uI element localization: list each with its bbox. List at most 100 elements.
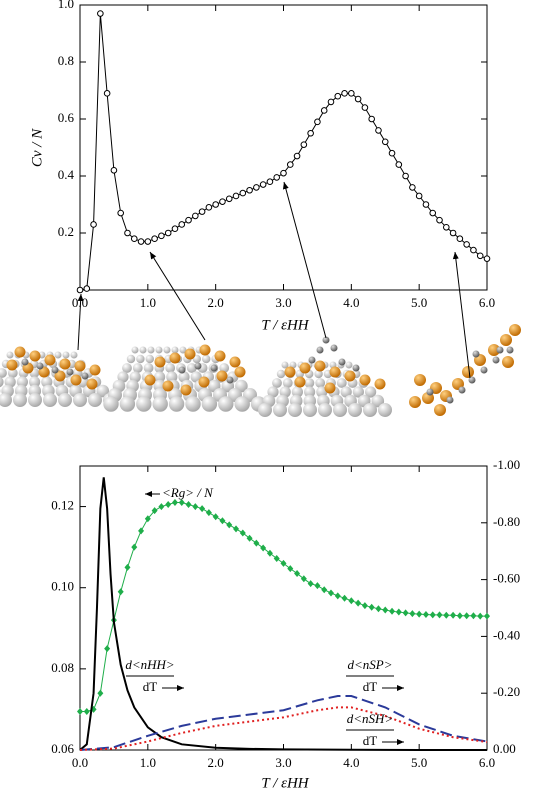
sphere [139,346,147,354]
x-tick-label: 4.0 [343,755,359,770]
sphere [299,362,311,374]
data-point [422,610,429,618]
legend-label: d<nSH> [347,711,393,726]
data-point [422,201,430,208]
data-point [307,129,314,137]
data-point [225,195,233,203]
data-point [436,216,443,224]
sphere [66,368,74,376]
sphere [333,403,347,417]
data-point [321,586,328,594]
x-tick-label: 5.0 [411,755,427,770]
data-point [131,543,138,551]
sphere [330,344,338,352]
sphere [344,370,356,382]
sphere [276,369,286,379]
sphere [62,351,70,359]
sphere [365,386,377,398]
data-point [348,90,355,97]
data-point [354,95,362,103]
data-point [361,104,369,111]
data-point [90,221,97,228]
plot-frame [79,4,488,291]
data-point [375,605,382,613]
data-point [287,565,294,573]
sphere [147,346,155,354]
sphere [488,344,500,356]
data-point [395,161,403,168]
sphere [58,393,72,407]
data-point [436,611,443,619]
sphere [288,403,302,417]
sphere [168,396,185,412]
x-tick-label: 6.0 [479,295,495,310]
data-point [266,549,273,557]
legend-label: d<nHH> [125,657,174,672]
data-point [246,186,253,194]
sphere [329,366,341,378]
sphere [234,366,246,378]
data-point [402,172,409,180]
data-point [171,499,178,507]
sphere [6,351,14,359]
sphere [0,376,4,388]
sphere [28,376,41,388]
sphere [294,376,306,388]
legend-label: dT [143,679,158,694]
sphere [165,363,176,373]
sphere [136,354,145,364]
sphere [131,346,139,354]
sphere [304,378,315,388]
sphere [54,370,66,382]
data-point [77,707,83,715]
sphere [70,351,78,359]
y-tick-label: 0.4 [58,167,75,182]
data-point [470,246,477,254]
sphere [88,393,102,407]
sphere [36,362,44,370]
y2-tick-label: -1.00 [493,457,520,472]
data-point [450,611,457,619]
data-point [293,152,301,160]
sphere [304,386,316,398]
sphere [434,404,446,416]
data-point [110,167,118,174]
sphere [308,356,316,364]
data-point [273,174,281,181]
pointer-arrows [77,181,471,379]
x-tick-label: 3.0 [275,295,291,310]
data-point [389,607,396,615]
arrow [282,181,327,339]
arrow [149,251,206,341]
sphere [314,360,326,372]
sphere [89,364,101,376]
sphere [352,386,364,398]
sphere [122,363,132,373]
sphere [378,403,392,417]
data-point [165,501,172,509]
data-point [97,10,104,17]
sphere [446,396,454,404]
data-point [266,178,274,185]
data-point [239,529,246,537]
sphere [374,378,386,390]
sphere [6,359,18,371]
series-line [79,13,488,291]
data-point [130,235,138,242]
sphere [273,403,287,417]
sphere [272,378,282,388]
y-tick-label: 0.12 [51,498,74,513]
data-point [83,707,90,715]
data-point [104,645,111,653]
series-line [79,695,488,751]
data-point [483,255,491,262]
sphere [119,396,136,412]
plot-frame [79,465,488,751]
data-point [327,589,334,597]
data-point [185,216,192,224]
sphere [363,403,377,417]
sphere [314,369,323,379]
data-point [171,225,179,233]
data-point [327,98,335,106]
